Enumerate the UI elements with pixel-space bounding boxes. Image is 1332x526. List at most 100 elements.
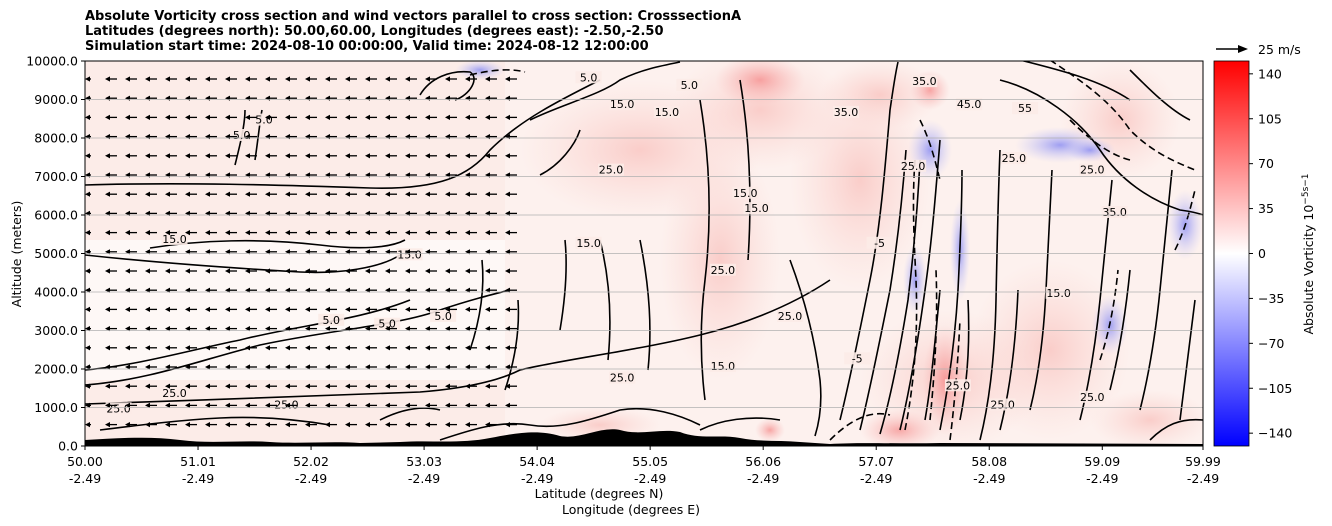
wind-vector-head-icon bbox=[165, 287, 170, 293]
wind-vector-head-icon bbox=[225, 76, 230, 82]
wind-vector-head-icon bbox=[125, 306, 130, 312]
wind-vector-head-icon bbox=[185, 287, 190, 293]
y-tick-label: 6000.0 bbox=[34, 208, 78, 223]
wind-vector-head-icon bbox=[405, 153, 410, 159]
wind-vector-head-icon bbox=[205, 345, 210, 351]
contour-line bbox=[379, 407, 441, 421]
wind-vector-head-icon bbox=[505, 76, 510, 82]
wind-vector-head-icon bbox=[225, 230, 230, 236]
contour-label-bg bbox=[1079, 163, 1106, 176]
contour-line bbox=[924, 289, 941, 421]
contour-label-bg bbox=[609, 98, 636, 111]
contour-line bbox=[999, 79, 1203, 216]
contour-line bbox=[1129, 69, 1191, 121]
wind-vector-head-icon bbox=[165, 306, 170, 312]
contour-label-bg bbox=[161, 386, 188, 399]
wind-vector-head-icon bbox=[205, 326, 210, 332]
x-tick-label-longitude: -2.49 bbox=[860, 471, 892, 486]
wind-vector-head-icon bbox=[425, 383, 430, 389]
wind-vector-head-icon bbox=[385, 230, 390, 236]
wind-vector-head-icon bbox=[85, 345, 90, 351]
colorbar-gradient bbox=[1213, 60, 1250, 447]
wind-vector-head-icon bbox=[145, 364, 150, 370]
wind-vector-head-icon bbox=[145, 345, 150, 351]
contour-label-bg bbox=[833, 105, 860, 118]
wind-vector-head-icon bbox=[305, 422, 310, 428]
contour-line bbox=[639, 239, 651, 371]
wind-vector-head-icon bbox=[125, 383, 130, 389]
wind-vector-head-icon bbox=[185, 230, 190, 236]
wind-vector-head-icon bbox=[445, 249, 450, 255]
colorbar-tick-label: −140 bbox=[1258, 426, 1292, 441]
wind-vector-head-icon bbox=[505, 191, 510, 197]
wind-vector-head-icon bbox=[285, 422, 290, 428]
contour-label-bg bbox=[653, 105, 680, 118]
contour-line-negative bbox=[919, 119, 941, 181]
x-tick-label-longitude: -2.49 bbox=[182, 471, 214, 486]
y-tick-label: 7000.0 bbox=[34, 169, 78, 184]
vorticity-patch bbox=[660, 140, 780, 380]
wind-vector-head-icon bbox=[165, 153, 170, 159]
wind-vector-head-icon bbox=[385, 345, 390, 351]
x-tick-label-longitude: -2.49 bbox=[973, 471, 1005, 486]
contour-line bbox=[699, 417, 781, 431]
contour-label-bg bbox=[1045, 286, 1072, 299]
wind-vector-head-icon bbox=[385, 383, 390, 389]
wind-vector-head-icon bbox=[405, 76, 410, 82]
wind-vector-head-icon bbox=[225, 364, 230, 370]
wind-vector-head-icon bbox=[485, 114, 490, 120]
wind-vector-head-icon bbox=[245, 76, 250, 82]
wind-vector-head-icon bbox=[265, 422, 270, 428]
wind-vector-head-icon bbox=[165, 345, 170, 351]
wind-vector-head-icon bbox=[485, 306, 490, 312]
wind-vector-head-icon bbox=[445, 364, 450, 370]
wind-vector-head-icon bbox=[465, 364, 470, 370]
wind-vector-head-icon bbox=[385, 249, 390, 255]
wind-vector-head-icon bbox=[225, 191, 230, 197]
contour-line bbox=[979, 149, 1001, 441]
wind-vector-head-icon bbox=[405, 249, 410, 255]
contour-label-bg bbox=[956, 98, 983, 111]
wind-vector-head-icon bbox=[425, 249, 430, 255]
wind-vector-head-icon bbox=[445, 306, 450, 312]
wind-vector-head-icon bbox=[145, 114, 150, 120]
wind-vector-head-icon bbox=[365, 306, 370, 312]
wind-vector-head-icon bbox=[325, 268, 330, 274]
wind-vector-head-icon bbox=[185, 268, 190, 274]
wind-vector-head-icon bbox=[225, 306, 230, 312]
wind-vector-head-icon bbox=[145, 230, 150, 236]
wind-vector-head-icon bbox=[405, 402, 410, 408]
wind-vector-head-icon bbox=[205, 249, 210, 255]
wind-vector-head-icon bbox=[245, 326, 250, 332]
wind-vector-head-icon bbox=[165, 364, 170, 370]
wind-vector-head-icon bbox=[425, 402, 430, 408]
x-tick-label-latitude: 59.09 bbox=[1084, 454, 1120, 469]
wind-vector-head-icon bbox=[185, 422, 190, 428]
wind-vector-head-icon bbox=[505, 326, 510, 332]
wind-vector-head-icon bbox=[165, 402, 170, 408]
contour-label: 15.0 bbox=[576, 237, 601, 250]
contour-label: 15.0 bbox=[1046, 287, 1071, 300]
wind-vector-head-icon bbox=[345, 230, 350, 236]
wind-vector-head-icon bbox=[385, 422, 390, 428]
x-tick-label-longitude: -2.49 bbox=[634, 471, 666, 486]
wind-vector-head-icon bbox=[205, 364, 210, 370]
wind-vector-head-icon bbox=[465, 230, 470, 236]
wind-vector-head-icon bbox=[465, 306, 470, 312]
wind-vector-head-icon bbox=[485, 230, 490, 236]
wind-vector-head-icon bbox=[285, 268, 290, 274]
wind-vector-head-icon bbox=[185, 76, 190, 82]
contour-label: -5 bbox=[852, 352, 863, 365]
wind-vector-head-icon bbox=[205, 153, 210, 159]
x-tick-label-latitude: 56.06 bbox=[745, 454, 781, 469]
y-axis: 0.0 1000.0 2000.0 3000.0 4000.0 5000.0 6000.0 7… bbox=[26, 54, 85, 454]
wind-vector-head-icon bbox=[285, 306, 290, 312]
wind-vector-head-icon bbox=[105, 326, 110, 332]
wind-vector-head-icon bbox=[305, 153, 310, 159]
wind-vector-head-icon bbox=[405, 287, 410, 293]
wind-vector-head-icon bbox=[285, 76, 290, 82]
wind-vector-head-icon bbox=[465, 76, 470, 82]
contour-label-bg bbox=[900, 159, 927, 172]
contour-label-bg bbox=[609, 371, 636, 384]
wind-vector-head-icon bbox=[305, 364, 310, 370]
